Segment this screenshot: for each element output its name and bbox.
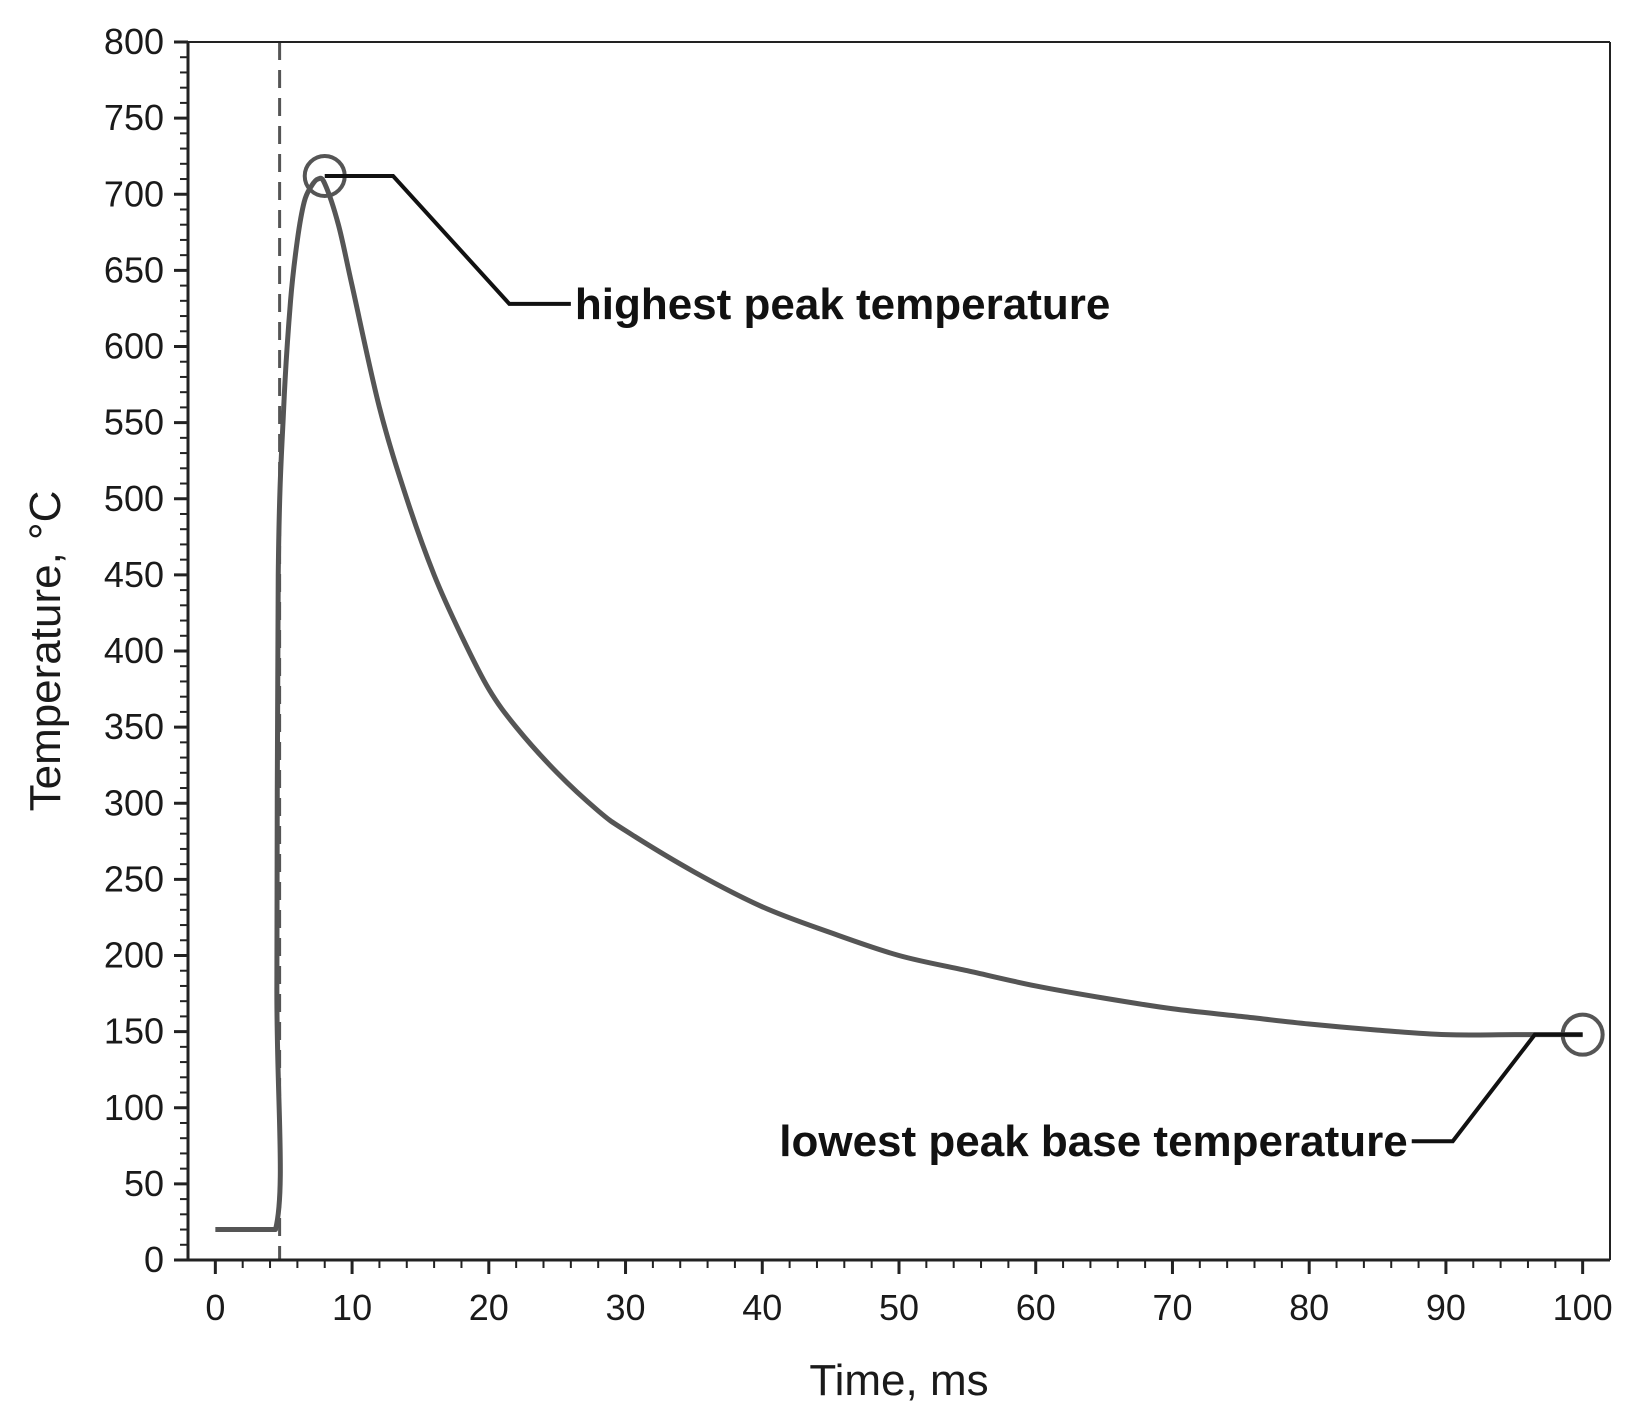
axes-layer: 0 10 20 30 40 50 60 70 80 90 100 0 50 100 150 200 250 300…	[104, 21, 1613, 1328]
y-tick-label: 550	[104, 402, 164, 443]
y-tick-label: 100	[104, 1087, 164, 1128]
series-layer	[215, 175, 1583, 1233]
y-tick-label: 50	[124, 1163, 164, 1204]
x-tick-label: 100	[1553, 1287, 1613, 1328]
y-tick-label: 300	[104, 782, 164, 823]
x-tick-label: 40	[742, 1287, 782, 1328]
annotation-label: lowest peak base temperature	[779, 1117, 1407, 1166]
y-tick-label: 600	[104, 326, 164, 367]
y-tick-label: 700	[104, 173, 164, 214]
x-tick-label: 80	[1289, 1287, 1329, 1328]
y-tick-label: 750	[104, 97, 164, 138]
x-tick-label: 90	[1426, 1287, 1466, 1328]
x-tick-label: 0	[205, 1287, 225, 1328]
annotation-leader-line	[324, 173, 571, 306]
y-axis-title: Temperature, °C	[21, 491, 70, 812]
series-line-temperature	[215, 175, 1583, 1233]
x-axis-title: Time, ms	[809, 1356, 988, 1405]
y-tick-label: 500	[104, 478, 164, 519]
x-tick-label: 50	[879, 1287, 919, 1328]
y-tick-label: 450	[104, 554, 164, 595]
y-tick-label: 650	[104, 249, 164, 290]
y-tick-label: 800	[104, 21, 164, 62]
y-tick-label: 400	[104, 630, 164, 671]
x-tick-label: 30	[606, 1287, 646, 1328]
y-tick-label: 200	[104, 935, 164, 976]
y-tick-label: 150	[104, 1011, 164, 1052]
x-tick-label: 60	[1016, 1287, 1056, 1328]
x-tick-label: 20	[469, 1287, 509, 1328]
y-tick-label: 350	[104, 706, 164, 747]
annotation-highest-peak: highest peak temperature	[302, 153, 1111, 329]
annotation-lowest-peak-base: lowest peak base temperature	[779, 1012, 1605, 1166]
annotation-label: highest peak temperature	[575, 280, 1111, 329]
y-tick-label: 0	[144, 1239, 164, 1280]
y-tick-label: 250	[104, 858, 164, 899]
annotation-leader-line	[1411, 1032, 1583, 1144]
x-tick-label: 10	[332, 1287, 372, 1328]
x-tick-label: 70	[1152, 1287, 1192, 1328]
annotations-layer: highest peak temperature lowest peak base…	[302, 153, 1605, 1166]
